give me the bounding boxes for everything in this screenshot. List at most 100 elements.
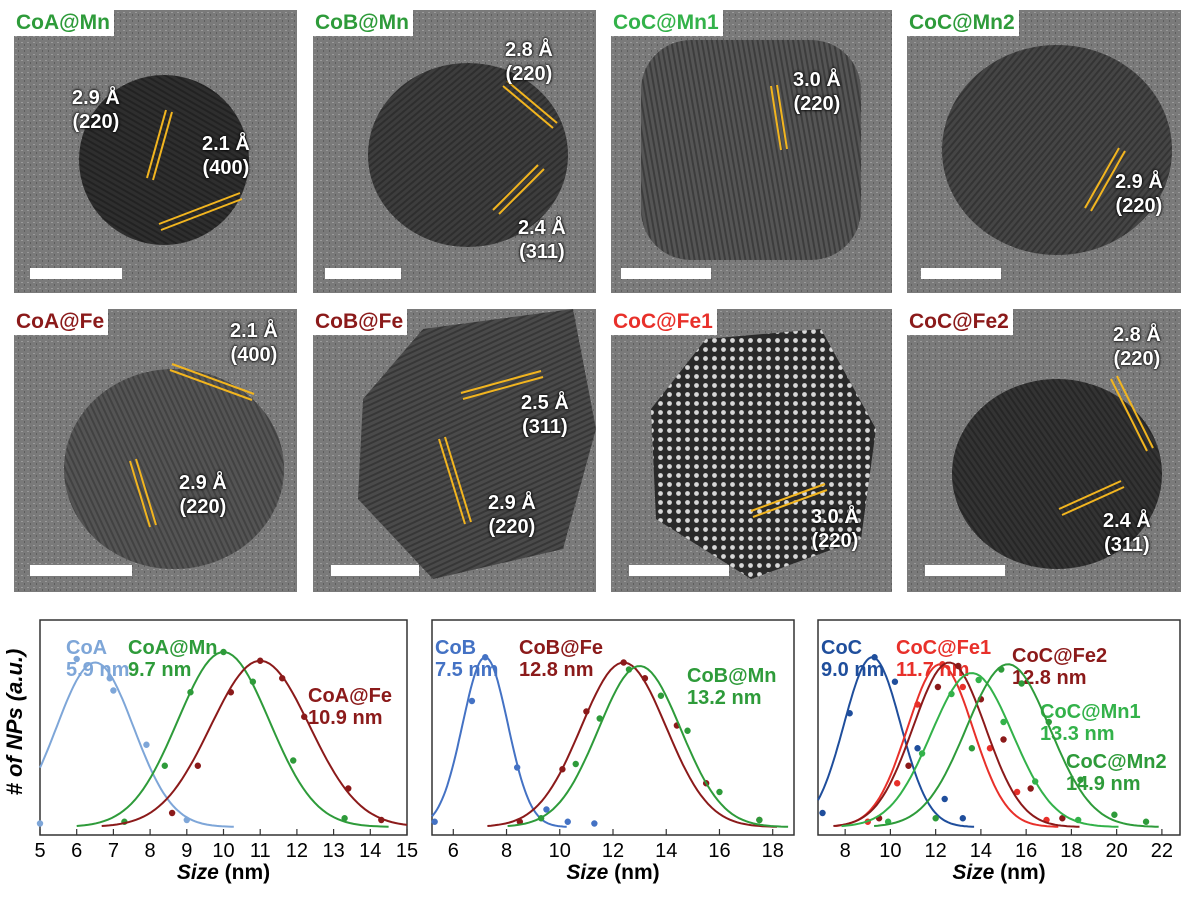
- tem-panel-cob-fe: CoB@Fe 2.5 Å (311) 2.9 Å (220): [313, 309, 596, 592]
- x-tick-label: 12: [925, 840, 947, 862]
- data-point: [596, 715, 603, 722]
- mean-size-label: 7.5 nm: [435, 659, 498, 681]
- tem-image: [313, 309, 596, 592]
- data-point: [431, 818, 438, 825]
- scale-bar: [30, 565, 132, 576]
- tem-panel-coc-mn2: CoC@Mn2 2.9 Å (220): [907, 10, 1181, 293]
- lattice-label: 2.9 Å (220): [1115, 171, 1163, 217]
- data-point: [168, 809, 176, 817]
- x-tick-label: 12: [602, 840, 624, 862]
- series-name-label: CoB@Mn: [687, 665, 776, 687]
- data-point: [468, 697, 476, 705]
- series-name-label: CoC: [821, 637, 862, 659]
- data-point: [279, 675, 286, 682]
- panel-title: CoC@Mn1: [611, 10, 723, 36]
- x-tick-label: 8: [840, 840, 851, 862]
- x-axis-label: Size (nm): [952, 861, 1045, 884]
- data-point: [1000, 736, 1007, 743]
- data-point: [1027, 785, 1034, 792]
- data-point: [891, 678, 899, 685]
- x-tick-label: 5: [34, 840, 45, 862]
- data-point: [1045, 718, 1052, 726]
- panel-title: CoB@Mn: [313, 10, 413, 36]
- series-name-label: CoC@Mn2: [1066, 751, 1167, 773]
- data-point: [657, 692, 665, 699]
- panel-title: CoB@Fe: [313, 309, 408, 335]
- mean-size-label: 5.9 nm: [66, 659, 129, 681]
- x-tick-label: 11: [250, 840, 271, 862]
- x-tick-label: 15: [396, 840, 418, 862]
- mean-size-label: 13.3 nm: [1040, 723, 1114, 745]
- mean-size-label: 12.8 nm: [1012, 667, 1086, 689]
- data-point: [893, 780, 901, 787]
- lattice-label: 2.1 Å (400): [230, 320, 278, 366]
- x-axis-label: Size (nm): [566, 861, 659, 884]
- data-point: [975, 676, 982, 684]
- size-distribution-plots: # of NPs (a.u.) 5 6 7 8 9 10 11 12 13 14 15 Size (n…: [2, 619, 1181, 884]
- data-point: [194, 762, 202, 769]
- data-point: [73, 655, 80, 663]
- data-point: [583, 708, 590, 715]
- panel-title: CoC@Fe2: [907, 309, 1013, 335]
- scale-bar: [921, 268, 1001, 279]
- data-point: [345, 785, 352, 792]
- x-tick-label: 13: [322, 840, 344, 862]
- lattice-label: 2.4 Å (311): [1103, 510, 1151, 556]
- lattice-label: 2.4 Å (311): [518, 217, 566, 263]
- data-point: [955, 662, 962, 670]
- fit-curve-cob: [431, 656, 567, 828]
- data-point: [914, 701, 921, 708]
- lattice-label: 3.0 Å (220): [793, 69, 841, 115]
- tem-image: [907, 309, 1181, 592]
- series-name-label: CoC@Fe2: [1012, 645, 1107, 667]
- data-point: [948, 690, 955, 698]
- data-point: [1000, 718, 1007, 726]
- x-tick-label: 8: [501, 840, 512, 862]
- data-point: [932, 815, 939, 822]
- data-point: [1032, 778, 1039, 785]
- scale-bar: [325, 268, 401, 279]
- fit-curve-cob-fe: [487, 661, 777, 828]
- data-point: [301, 713, 308, 720]
- data-point: [143, 741, 150, 748]
- fit-curve-coa: [39, 661, 234, 828]
- data-point: [625, 666, 633, 673]
- data-point: [559, 766, 566, 773]
- tem-image: [14, 309, 297, 592]
- mean-size-label: 9.7 nm: [128, 659, 191, 681]
- data-point: [871, 654, 878, 661]
- data-point: [819, 809, 826, 817]
- fit-curve-coc-mn1: [841, 672, 1119, 828]
- x-tick-label: 14: [655, 840, 677, 862]
- data-point: [756, 816, 763, 824]
- tem-image: [907, 10, 1181, 293]
- data-point: [846, 710, 853, 717]
- series-name-label: CoB: [435, 637, 476, 659]
- tem-image: [313, 10, 596, 293]
- scale-bar: [925, 565, 1005, 576]
- data-point: [998, 666, 1005, 673]
- data-point: [941, 795, 948, 803]
- data-point: [591, 820, 598, 827]
- x-tick-label: 9: [181, 840, 192, 862]
- data-point: [564, 818, 571, 825]
- fit-curve-coc-fe1: [835, 663, 1059, 828]
- data-point: [482, 654, 489, 661]
- lattice-label: 2.1 Å (400): [202, 133, 250, 179]
- plot-frame: [431, 619, 795, 836]
- fit-curve-cob-mn: [507, 665, 789, 828]
- data-point: [684, 727, 691, 734]
- lattice-label: 2.5 Å (311): [521, 392, 569, 438]
- data-point: [959, 815, 966, 822]
- data-point: [968, 745, 976, 752]
- series-name-label: CoA: [66, 637, 107, 659]
- x-tick-label: 12: [286, 840, 308, 862]
- mean-size-label: 9.0 nm: [821, 659, 884, 681]
- y-axis-label: # of NPs (a.u.): [2, 649, 27, 796]
- tem-panel-coc-fe2: CoC@Fe2 2.8 Å (220) 2.4 Å (311): [907, 309, 1181, 592]
- series-name-label: CoC@Mn1: [1040, 701, 1141, 723]
- data-point: [641, 675, 649, 682]
- data-point: [290, 757, 297, 764]
